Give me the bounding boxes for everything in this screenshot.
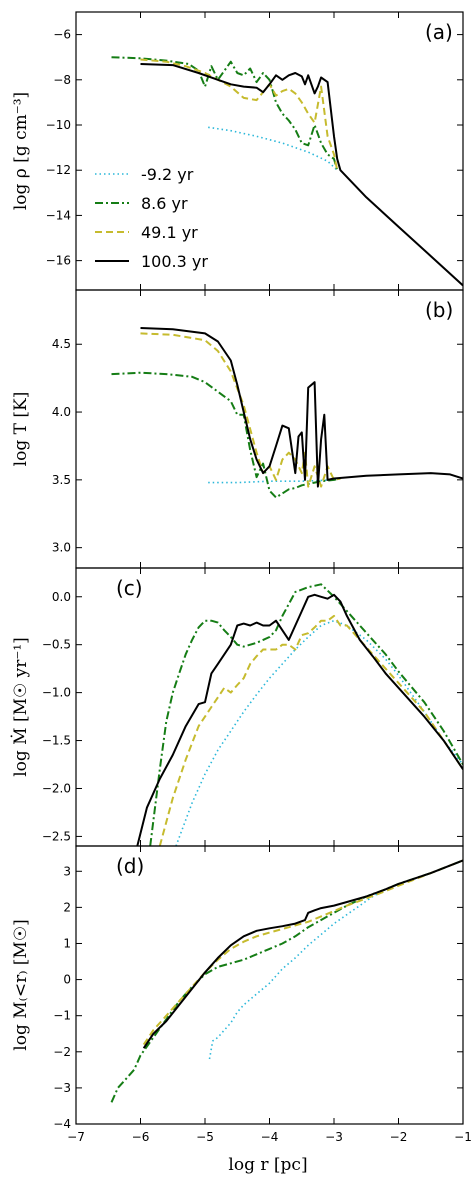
panel-c: −2.5 −2.0 −1.5 −1.0 −0.5 0.0 log Ṁ [M☉ yr⁻¹] (c… bbox=[10, 567, 464, 847]
series-line-2 bbox=[149, 583, 463, 846]
y-axis-label: log M₍<r₎ [M☉] bbox=[11, 919, 31, 1050]
y-tick-label: −1.0 bbox=[42, 686, 71, 700]
panel-d: −4 −3 −2 −1 0 1 2 3 −7 −6 −5 −4 −3 −2 −1 log M₍<r₎ [M☉]… bbox=[11, 845, 472, 1144]
series-line-4 bbox=[140, 327, 463, 488]
legend-entry: 49.1 yr bbox=[141, 223, 198, 242]
y-tick-label: 2 bbox=[63, 900, 71, 914]
x-tick-label: −2 bbox=[390, 1130, 408, 1144]
y-tick-label: −4 bbox=[53, 1117, 71, 1131]
series-line-4 bbox=[140, 63, 463, 287]
series-line-3 bbox=[158, 614, 463, 846]
series-line-3 bbox=[140, 332, 341, 488]
legend-entry: -9.2 yr bbox=[141, 165, 194, 184]
series-line-1 bbox=[208, 126, 338, 171]
y-tick-label: −1.5 bbox=[42, 734, 71, 748]
y-tick-label: −8 bbox=[53, 73, 71, 87]
series-line-2 bbox=[110, 859, 463, 1103]
y-axis-label: log T [K] bbox=[11, 392, 31, 467]
legend-entry: 100.3 yr bbox=[141, 252, 208, 271]
panel-a: −16 −14 −12 −10 −8 −6 log ρ [g cm⁻³] (a) -9.2 yr… bbox=[11, 11, 464, 291]
y-tick-label: 4.0 bbox=[52, 405, 71, 419]
y-tick-label: −2.0 bbox=[42, 781, 71, 795]
series-line-4 bbox=[136, 593, 463, 846]
series-line-1 bbox=[175, 619, 463, 846]
y-tick-label: −0.5 bbox=[42, 638, 71, 652]
legend: -9.2 yr 8.6 yr 49.1 yr 100.3 yr bbox=[95, 165, 208, 271]
x-tick-label: −4 bbox=[261, 1130, 279, 1144]
series-line-2 bbox=[111, 371, 341, 499]
y-tick-label: 1 bbox=[63, 936, 71, 950]
y-tick-label: 0.0 bbox=[52, 590, 71, 604]
panel-label: (d) bbox=[116, 854, 144, 878]
y-tick-label: −2.5 bbox=[42, 829, 71, 843]
panel-label: (c) bbox=[116, 576, 143, 600]
plot-frame bbox=[75, 567, 464, 847]
x-tick-label: −7 bbox=[67, 1130, 85, 1144]
series-line-2 bbox=[111, 56, 339, 171]
y-axis-label: log Ṁ [M☉ yr⁻¹] bbox=[10, 637, 31, 777]
y-tick-label: 3.5 bbox=[52, 473, 71, 487]
y-tick-label: −1 bbox=[53, 1009, 71, 1023]
panel-label: (a) bbox=[425, 20, 453, 44]
y-axis-label: log ρ [g cm⁻³] bbox=[11, 92, 31, 210]
y-tick-label: −16 bbox=[46, 254, 71, 268]
x-axis-label: log r [pc] bbox=[228, 1155, 307, 1175]
plot-frame bbox=[75, 11, 464, 291]
y-tick-label: 3 bbox=[63, 864, 71, 878]
series-line-1 bbox=[208, 888, 386, 1060]
series-line-3 bbox=[142, 859, 463, 1046]
y-tick-label: 4.5 bbox=[52, 337, 71, 351]
y-tick-label: −14 bbox=[46, 208, 71, 222]
x-tick-label: −6 bbox=[132, 1130, 150, 1144]
series-line-4 bbox=[142, 859, 463, 1049]
y-tick-label: 3.0 bbox=[52, 541, 71, 555]
series-line-3 bbox=[140, 58, 339, 171]
plot-frame bbox=[75, 289, 464, 569]
y-tick-label: 0 bbox=[63, 973, 71, 987]
x-tick-label: −5 bbox=[196, 1130, 214, 1144]
y-tick-label: −6 bbox=[53, 28, 71, 42]
x-tick-label: −1 bbox=[454, 1130, 472, 1144]
y-tick-label: −3 bbox=[53, 1081, 71, 1095]
panel-label: (b) bbox=[425, 298, 453, 322]
panel-b: 3.0 3.5 4.0 4.5 log T [K] (b) bbox=[11, 289, 464, 569]
plot-frame bbox=[75, 845, 464, 1125]
y-tick-label: −10 bbox=[46, 118, 71, 132]
x-tick-label: −3 bbox=[325, 1130, 343, 1144]
legend-entry: 8.6 yr bbox=[141, 194, 188, 213]
y-tick-label: −2 bbox=[53, 1045, 71, 1059]
y-tick-label: −12 bbox=[46, 163, 71, 177]
